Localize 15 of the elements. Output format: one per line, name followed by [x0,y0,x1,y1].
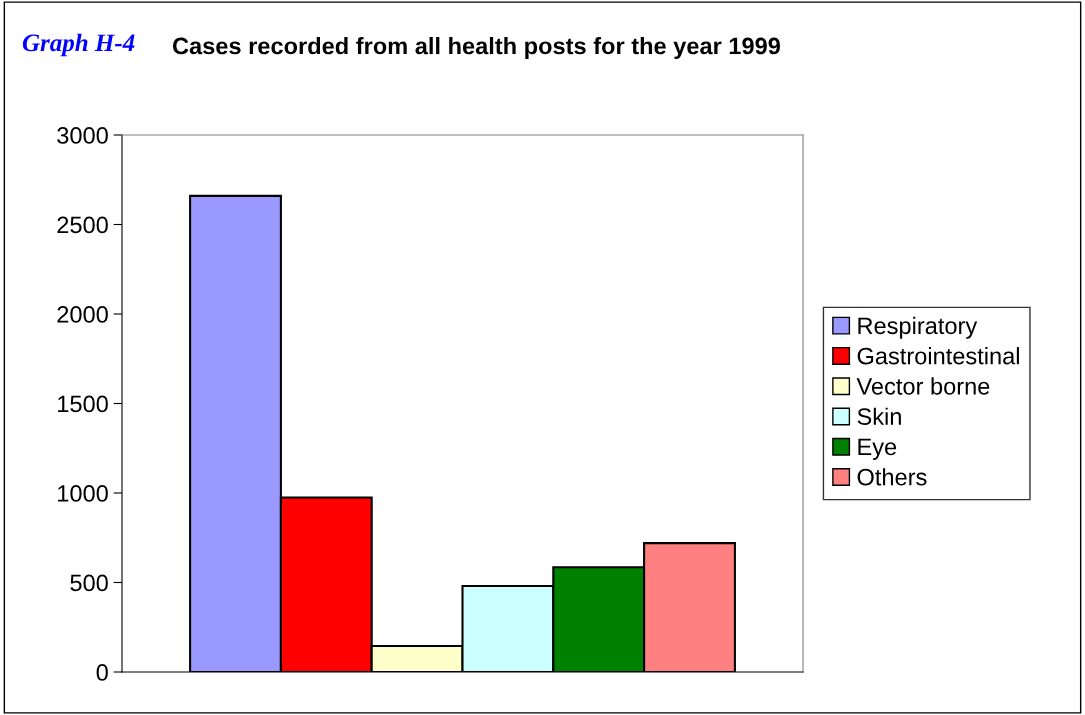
y-tick-label: 500 [70,574,108,592]
y-tick-label: 2000 [57,306,108,323]
legend-label: Others [857,468,927,486]
text: Graph H-4 [22,33,135,57]
y-tick-label: 3000 [57,127,108,144]
legend-label: Skin [857,407,901,425]
y-tick-label: 0 [96,664,108,681]
chart-title: Cases recorded from all health posts for the year 1999 [172,37,780,60]
y-tick-label: 1000 [58,485,108,502]
legend-label: Gastrointestinal [857,347,1019,365]
legend-label: Eye [858,438,897,460]
y-tick-label: 2500 [57,216,108,234]
legend-label: Respiratory [858,316,978,339]
y-tick-label: 1500 [58,395,108,413]
legend-label: Vector borne [856,377,990,395]
